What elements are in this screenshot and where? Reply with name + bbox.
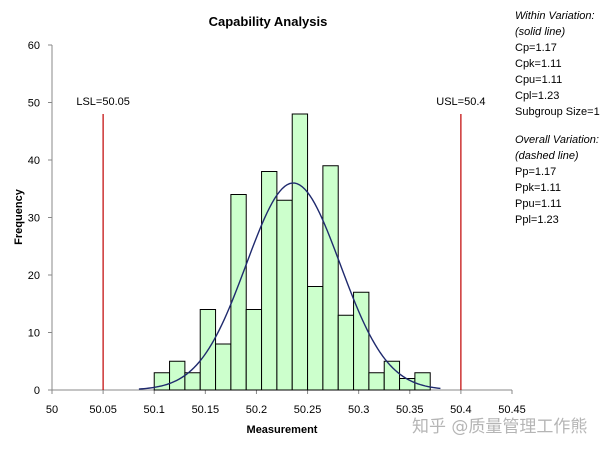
chart-title: Capability Analysis <box>209 14 328 29</box>
histogram-bar <box>353 291 370 391</box>
histogram-bar <box>414 372 431 391</box>
y-tick-label: 40 <box>28 155 40 167</box>
watermark-text: 知乎 @质量管理工作熊 <box>412 417 588 437</box>
histogram-bar <box>322 165 339 391</box>
x-tick-label: 50.25 <box>294 404 322 416</box>
x-tick-label: 50.2 <box>246 404 267 416</box>
x-tick-label: 50.35 <box>396 404 424 416</box>
stat-ppk: Ppk=1.11 <box>515 182 561 194</box>
y-tick-label: 0 <box>34 385 40 397</box>
spec-limits: LSL=50.05 USL=50.4 <box>76 96 486 390</box>
stat-pp: Pp=1.17 <box>515 166 557 178</box>
y-axis-label: Frequency <box>13 188 25 245</box>
x-tick-label: 50.1 <box>144 404 165 416</box>
histogram-bar <box>291 113 309 391</box>
stat-ppl: Ppl=1.23 <box>515 214 559 226</box>
within-variation-sub: (solid line) <box>515 26 566 38</box>
stat-cpl: Cpl=1.23 <box>515 90 560 102</box>
stat-subgroup-size: Subgroup Size=1 <box>515 106 600 118</box>
x-tick-label: 50.3 <box>348 404 369 416</box>
histogram-bar <box>337 314 355 391</box>
normal-curve-line <box>138 182 441 390</box>
x-tick-label: 50 <box>46 404 58 416</box>
stat-cpk: Cpk=1.11 <box>515 58 562 70</box>
x-tick-label: 50.45 <box>498 404 526 416</box>
y-tick-label: 20 <box>28 270 40 282</box>
histogram-bar <box>383 360 401 391</box>
histogram-bar <box>169 360 186 391</box>
histogram-bar <box>368 372 385 391</box>
x-tick-label: 50.05 <box>89 404 117 416</box>
histogram-bar <box>276 199 293 391</box>
y-tick-label: 60 <box>28 40 40 52</box>
axes: 0 10 20 30 40 50 60 50 50.05 50.1 50.15 50.2 50.25 50… <box>28 40 526 416</box>
y-tick-label: 50 <box>28 98 40 110</box>
lsl-label: LSL=50.05 <box>76 96 130 108</box>
histogram-bars <box>153 113 431 391</box>
x-tick-label: 50.15 <box>192 404 220 416</box>
stat-ppu: Ppu=1.11 <box>515 198 562 210</box>
stat-cpu: Cpu=1.11 <box>515 74 563 86</box>
capability-stats: Within Variation: (solid line) Cp=1.17 C… <box>515 8 600 228</box>
x-tick-label: 50.4 <box>450 404 471 416</box>
histogram-bar <box>245 309 263 391</box>
histogram-bar <box>184 372 201 391</box>
histogram-bar <box>261 171 278 391</box>
normal-curve <box>138 182 441 390</box>
usl-label: USL=50.4 <box>436 96 485 108</box>
overall-variation-sub: (dashed line) <box>515 150 579 162</box>
stat-cp: Cp=1.17 <box>515 42 557 54</box>
histogram-bar <box>215 343 232 391</box>
histogram-bar <box>307 286 324 391</box>
histogram-bar <box>230 194 247 391</box>
y-tick-label: 30 <box>28 213 40 225</box>
overall-variation-header: Overall Variation: <box>515 134 599 146</box>
y-tick-label: 10 <box>28 328 40 340</box>
histogram-bar <box>399 378 416 391</box>
x-axis-label: Measurement <box>247 424 318 436</box>
within-variation-header: Within Variation: <box>515 10 595 22</box>
